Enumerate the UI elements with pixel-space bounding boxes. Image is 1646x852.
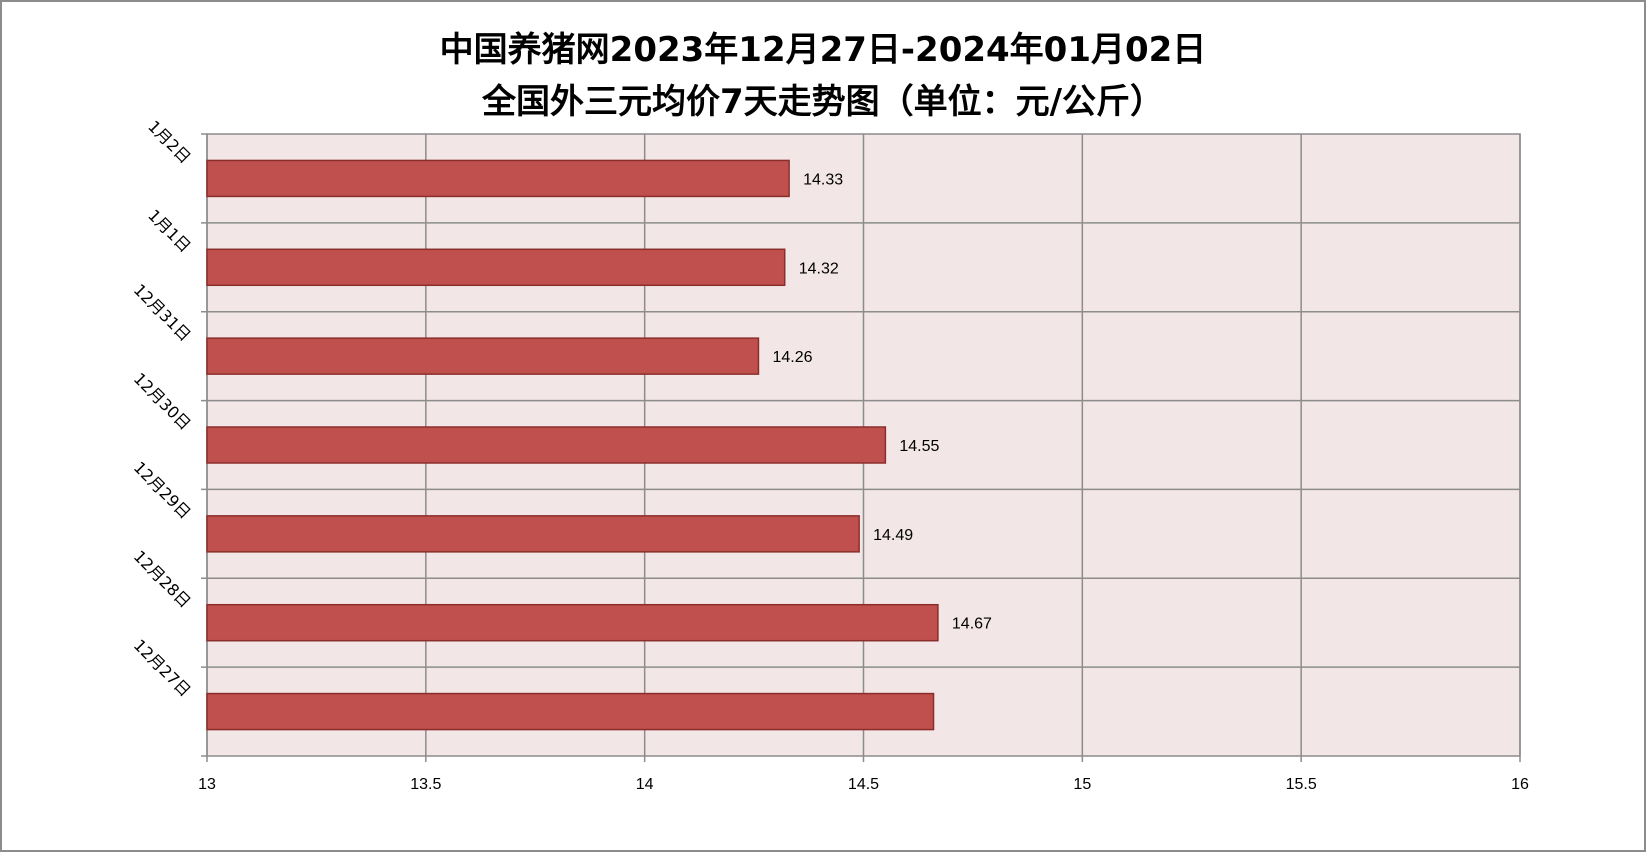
y-axis-ticks: 1月2日 1月1日 12月31日 12月30日 12月29日 12月28日 12月27日 (130, 117, 195, 701)
data-label: 14.33 (803, 171, 843, 188)
chart-title-line-2: 全国外三元均价7天走势图（单位：元/公斤） (481, 82, 1165, 122)
y-tick-label: 12月28日 (130, 547, 195, 612)
x-tick-label: 15 (1073, 776, 1091, 793)
data-label: 14.49 (873, 527, 913, 544)
bars-group (206, 159, 939, 731)
x-tick-label: 13.5 (410, 776, 441, 793)
bar-4 (206, 426, 887, 464)
bar-1 (206, 159, 790, 198)
chart-title-line-1: 中国养猪网2023年12月27日-2024年01月02日 (439, 30, 1207, 70)
data-label: 14.55 (899, 438, 939, 455)
x-tick-label: 13 (198, 776, 216, 793)
x-axis-ticks: 13 13.5 14 14.5 15 15.5 16 (198, 776, 1529, 793)
bar-6 (206, 603, 939, 642)
data-label: 14.26 (772, 349, 812, 366)
bar-7 (206, 692, 935, 731)
data-label: 14.67 (952, 616, 992, 633)
x-tick-label: 16 (1511, 776, 1529, 793)
x-tick-label: 14 (636, 776, 654, 793)
y-tick-label: 12月30日 (130, 369, 195, 434)
data-label: 14.32 (799, 260, 839, 277)
x-tick-label: 14.5 (848, 776, 879, 793)
grid-lines (201, 133, 1521, 762)
bar-5 (206, 515, 860, 553)
y-tick-label: 12月31日 (130, 280, 195, 345)
y-tick-label: 1月2日 (144, 117, 194, 167)
y-tick-label: 1月1日 (144, 206, 194, 256)
x-tick-label: 15.5 (1286, 776, 1317, 793)
bar-3 (206, 337, 760, 375)
y-tick-label: 12月27日 (130, 636, 195, 701)
y-tick-label: 12月29日 (130, 458, 195, 523)
bar-2 (206, 248, 786, 287)
data-labels-group: 14.33 14.32 14.26 14.55 14.49 14.67 (772, 171, 992, 632)
